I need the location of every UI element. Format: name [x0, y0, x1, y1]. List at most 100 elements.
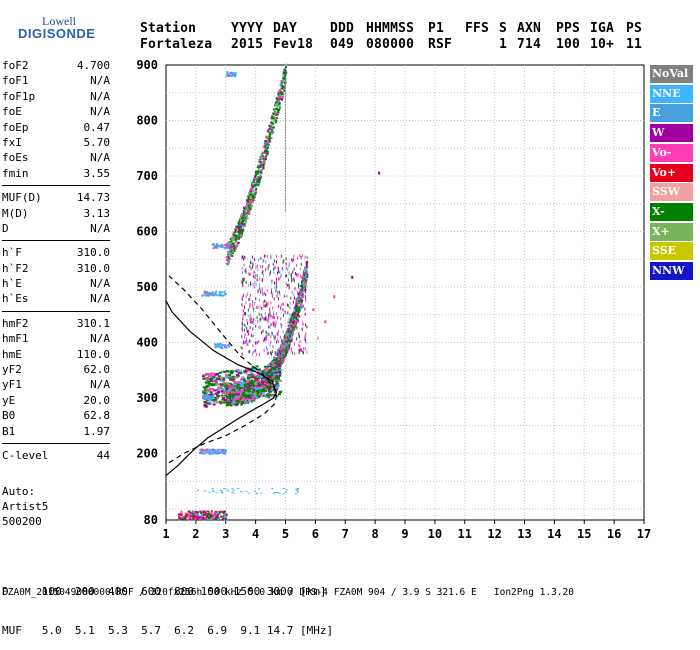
echo-point [271, 331, 273, 335]
echo-point [265, 374, 269, 377]
echo-point [263, 156, 266, 159]
echo-point [272, 126, 275, 129]
echo-point [290, 347, 292, 351]
echo-point [267, 364, 271, 367]
param-row: foF1p N/A [2, 89, 110, 104]
echo-point [242, 293, 244, 297]
echo-point [234, 228, 237, 231]
echo-point [227, 384, 231, 387]
echo-point [242, 278, 244, 282]
echo-point [202, 513, 205, 516]
echo-point [260, 390, 264, 393]
echo-point [269, 132, 272, 135]
echo-point [224, 243, 227, 246]
echo-point [248, 399, 252, 402]
echo-point [236, 225, 239, 228]
echo-point [273, 322, 275, 326]
echo-point [235, 227, 238, 230]
echo-point [211, 514, 214, 517]
x-tick-label: 12 [487, 527, 501, 541]
echo-point [242, 220, 245, 223]
echo-point [274, 351, 276, 355]
echo-point [291, 321, 294, 324]
echo-point [261, 271, 263, 275]
echo-point [215, 492, 218, 494]
echo-point [245, 397, 249, 400]
echo-point [351, 275, 354, 279]
echo-point [267, 333, 269, 337]
echo-point [203, 291, 206, 294]
echo-point [203, 290, 206, 293]
echo-point [304, 276, 307, 279]
echo-point [261, 151, 264, 154]
echo-point [225, 387, 229, 390]
echo-point [259, 155, 262, 158]
echo-point [221, 294, 224, 297]
echo-point [287, 348, 289, 352]
echo-point [265, 135, 268, 138]
echo-point [289, 339, 292, 342]
param-name: hmE [2, 347, 22, 361]
echo-point [239, 395, 243, 398]
echo-point [265, 395, 269, 398]
echo-point [231, 391, 235, 394]
echo-point [243, 213, 246, 216]
legend-item-ssw: SSW [650, 183, 693, 202]
echo-point [253, 177, 256, 180]
echo-point [219, 345, 222, 348]
file-info-footer: FZA0M_2015049080000.RSF / 320fx256h 50 k… [2, 587, 574, 598]
echo-point [215, 397, 219, 400]
header-value-1: 2015 [231, 37, 264, 52]
echo-point [254, 273, 256, 277]
echo-point [222, 515, 225, 518]
echo-point [268, 387, 272, 390]
echo-point [202, 391, 206, 394]
echo-point [231, 245, 234, 248]
echo-point [281, 347, 283, 351]
echo-point [245, 390, 248, 393]
echo-point [236, 243, 239, 246]
echo-point [221, 244, 224, 247]
echo-point [249, 202, 252, 205]
echo-point [305, 299, 307, 303]
echo-point [257, 305, 259, 309]
echo-point [201, 510, 204, 513]
echo-point [235, 389, 239, 392]
echo-point [262, 166, 265, 169]
echo-point [180, 510, 183, 513]
echo-point [284, 69, 287, 72]
echo-point [289, 326, 292, 329]
echo-point [293, 319, 296, 322]
echo-point [288, 321, 291, 324]
echo-point [290, 349, 292, 353]
echo-point [301, 327, 303, 331]
echo-point [298, 291, 300, 295]
echo-point [283, 349, 286, 352]
echo-point [230, 378, 234, 381]
echo-point [246, 321, 248, 325]
echo-point [291, 316, 294, 319]
echo-point [304, 312, 306, 316]
echo-point [301, 286, 304, 289]
echo-point [207, 517, 210, 520]
echo-point [269, 351, 271, 355]
echo-point [273, 267, 275, 271]
echo-point [281, 357, 284, 360]
echo-point [224, 384, 228, 387]
echo-point [258, 175, 261, 178]
echo-point [266, 393, 270, 396]
echo-point [280, 85, 283, 88]
param-value: 110.0 [76, 347, 110, 361]
echo-point [274, 103, 277, 106]
echo-point [230, 372, 234, 375]
echo-point [218, 371, 222, 374]
echo-point [274, 365, 277, 368]
legend-item-noval: NoVal [650, 65, 693, 83]
echo-point [210, 449, 213, 452]
echo-point [228, 245, 231, 248]
echo-point [277, 369, 280, 372]
echo-point [293, 293, 295, 297]
header-value-10: 10+ [590, 37, 615, 52]
echo-point [285, 343, 288, 346]
echo-point [217, 517, 220, 520]
